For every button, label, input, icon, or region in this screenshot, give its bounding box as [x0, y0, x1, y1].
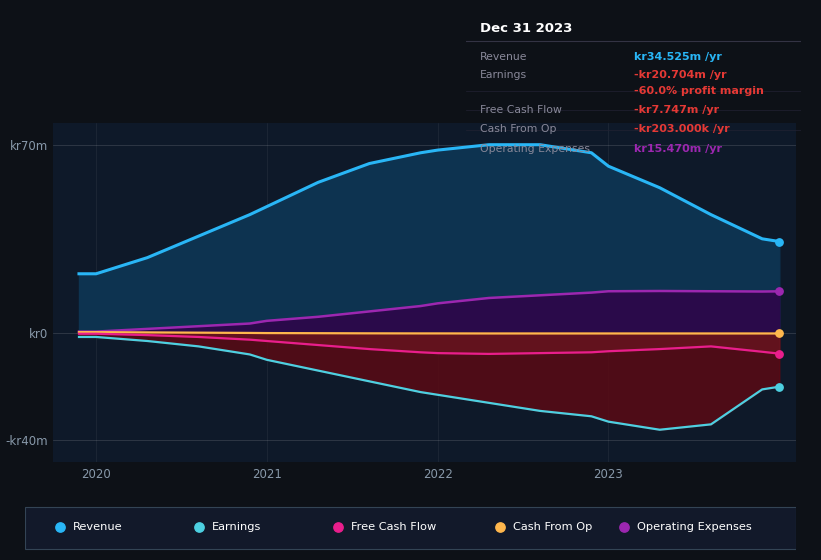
Point: [773, 287, 786, 296]
Text: Earnings: Earnings: [479, 71, 527, 80]
Text: Revenue: Revenue: [73, 522, 123, 532]
Text: -kr203.000k /yr: -kr203.000k /yr: [634, 124, 730, 134]
Point: [773, 237, 786, 246]
Text: Cash From Op: Cash From Op: [513, 522, 593, 532]
Text: Free Cash Flow: Free Cash Flow: [351, 522, 436, 532]
Text: kr15.470m /yr: kr15.470m /yr: [634, 144, 722, 154]
Text: kr34.525m /yr: kr34.525m /yr: [634, 52, 722, 62]
Point: [773, 329, 786, 338]
Text: Earnings: Earnings: [212, 522, 262, 532]
Point: [773, 349, 786, 358]
Text: -kr7.747m /yr: -kr7.747m /yr: [634, 105, 719, 115]
Point: [53, 522, 67, 531]
Point: [332, 522, 345, 531]
Text: Revenue: Revenue: [479, 52, 527, 62]
Text: -60.0% profit margin: -60.0% profit margin: [634, 86, 764, 96]
Text: Operating Expenses: Operating Expenses: [636, 522, 751, 532]
Text: Free Cash Flow: Free Cash Flow: [479, 105, 562, 115]
Point: [773, 382, 786, 391]
Text: Dec 31 2023: Dec 31 2023: [479, 22, 572, 35]
Point: [617, 522, 630, 531]
Text: Cash From Op: Cash From Op: [479, 124, 556, 134]
Text: Operating Expenses: Operating Expenses: [479, 144, 589, 154]
Point: [493, 522, 507, 531]
Point: [192, 522, 205, 531]
Text: -kr20.704m /yr: -kr20.704m /yr: [634, 71, 727, 80]
FancyBboxPatch shape: [25, 507, 796, 549]
